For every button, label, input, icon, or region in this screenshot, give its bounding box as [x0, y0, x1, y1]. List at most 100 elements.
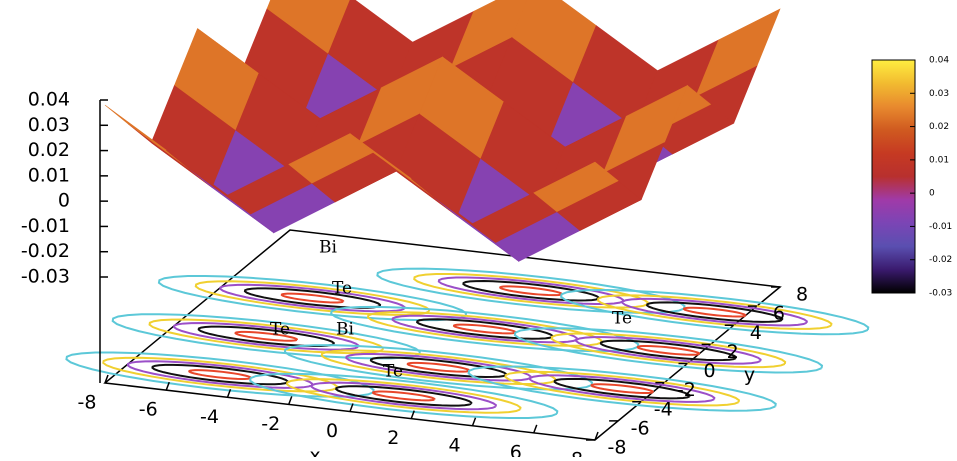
z-tick-label: -0.01 [21, 215, 70, 237]
x-tick-label: -8 [78, 392, 97, 414]
annotation: Te [270, 320, 290, 340]
x-tick [165, 381, 170, 391]
contour-line [285, 378, 522, 414]
contour-line [197, 325, 335, 348]
contour-line [413, 272, 649, 309]
y-axis-label: y [744, 364, 755, 386]
base-plane: Bi Te Bi Te Te Te [65, 229, 870, 441]
colorbar-tick-label: 0.02 [929, 122, 949, 132]
contour-line [391, 314, 578, 344]
contour-line [111, 313, 421, 360]
z-tick-label: 0.02 [28, 139, 70, 161]
contour-line [499, 285, 563, 297]
contour-line [345, 352, 532, 382]
contour-line [65, 351, 375, 398]
y-tick-label: -6 [631, 417, 650, 439]
y-tick-label: 0 [703, 360, 715, 382]
contour-line [682, 306, 747, 318]
contour-line [575, 336, 762, 365]
contour-line [646, 301, 784, 323]
contour-line [560, 289, 870, 336]
contour-line [366, 311, 603, 347]
contour-line [437, 276, 625, 306]
x-tick [104, 374, 109, 384]
colorbar-tick-label: 0.04 [929, 56, 949, 66]
contour-line [243, 287, 382, 309]
contour-line [249, 372, 559, 420]
colorbar-tick-label: -0.03 [929, 289, 952, 299]
x-tick [533, 424, 538, 434]
y-tick-label: -4 [654, 398, 673, 420]
contour-line [406, 361, 471, 373]
x-tick [594, 431, 599, 441]
contour-line [126, 360, 314, 389]
y-tick-label: -8 [608, 437, 627, 458]
contour-line [102, 356, 338, 393]
surface-patch [533, 161, 619, 213]
contour-line [330, 305, 640, 353]
contour-line [371, 390, 436, 402]
contour-line [376, 267, 686, 314]
colorbar-tick-label: 0.03 [929, 89, 949, 99]
axes: 0.040.030.020.010-0.01-0.02-0.03-8 -6 -4 -2… [21, 56, 952, 461]
contour-line [310, 381, 497, 411]
x-tick-label: -4 [200, 406, 219, 428]
x-tick [226, 388, 232, 398]
contour-line [194, 280, 431, 316]
x-tick [349, 403, 354, 412]
contour-line [335, 385, 473, 407]
y-tick-label: 2 [727, 341, 739, 363]
contour-line [320, 349, 557, 386]
x-tick [410, 410, 415, 419]
annotation: Te [383, 362, 403, 382]
contour-line [528, 374, 716, 403]
contour-line [553, 377, 691, 400]
contour-line [148, 318, 385, 355]
contour-line [151, 363, 289, 386]
colorbar-tick-label: 0 [929, 189, 935, 199]
contour-line [283, 344, 594, 391]
contour-line [462, 280, 600, 302]
contour-line [452, 323, 517, 335]
x-tick-label: -6 [139, 399, 158, 421]
contour-line [550, 332, 787, 369]
contour-line [173, 322, 360, 351]
x-tick-label: 8 [571, 449, 583, 458]
x-tick-label: 2 [387, 427, 399, 449]
annotation: Te [332, 279, 352, 299]
contour-line [188, 369, 252, 380]
z-tick-label: -0.03 [21, 266, 70, 288]
contour-line [219, 283, 406, 313]
x-axis-label: x [309, 445, 320, 457]
contour-line [234, 330, 299, 342]
colorbar [871, 59, 916, 294]
contour-line [590, 383, 654, 395]
x-tick-label: 6 [510, 441, 522, 457]
contour-line [636, 344, 701, 356]
annotation: Bi [336, 320, 354, 340]
contour-line [504, 370, 740, 407]
surface [104, 0, 781, 262]
x-tick-label: 4 [448, 434, 460, 456]
contour-line [369, 356, 508, 378]
z-tick-label: 0.03 [28, 114, 70, 136]
z-tick-label: 0 [58, 190, 70, 212]
z-tick-label: 0.04 [28, 89, 70, 111]
contour-line [513, 327, 824, 374]
x-tick [288, 396, 293, 405]
contour-line [467, 365, 777, 412]
x-tick-label: 0 [326, 420, 338, 442]
x-tick [471, 417, 477, 427]
contour-line [596, 294, 833, 330]
annotation: Bi [319, 238, 337, 258]
contour-line [621, 297, 808, 327]
contour-line [599, 339, 738, 362]
x-tick-label: -2 [261, 413, 280, 435]
z-tick-label: 0.01 [28, 164, 70, 186]
colorbar-tick-label: -0.01 [929, 222, 952, 232]
colorbar-tick-label: 0.01 [929, 155, 949, 165]
colorbar-tick-label: -0.02 [929, 255, 952, 265]
annotation: Te [612, 309, 632, 329]
y-tick-label: -2 [677, 379, 696, 401]
